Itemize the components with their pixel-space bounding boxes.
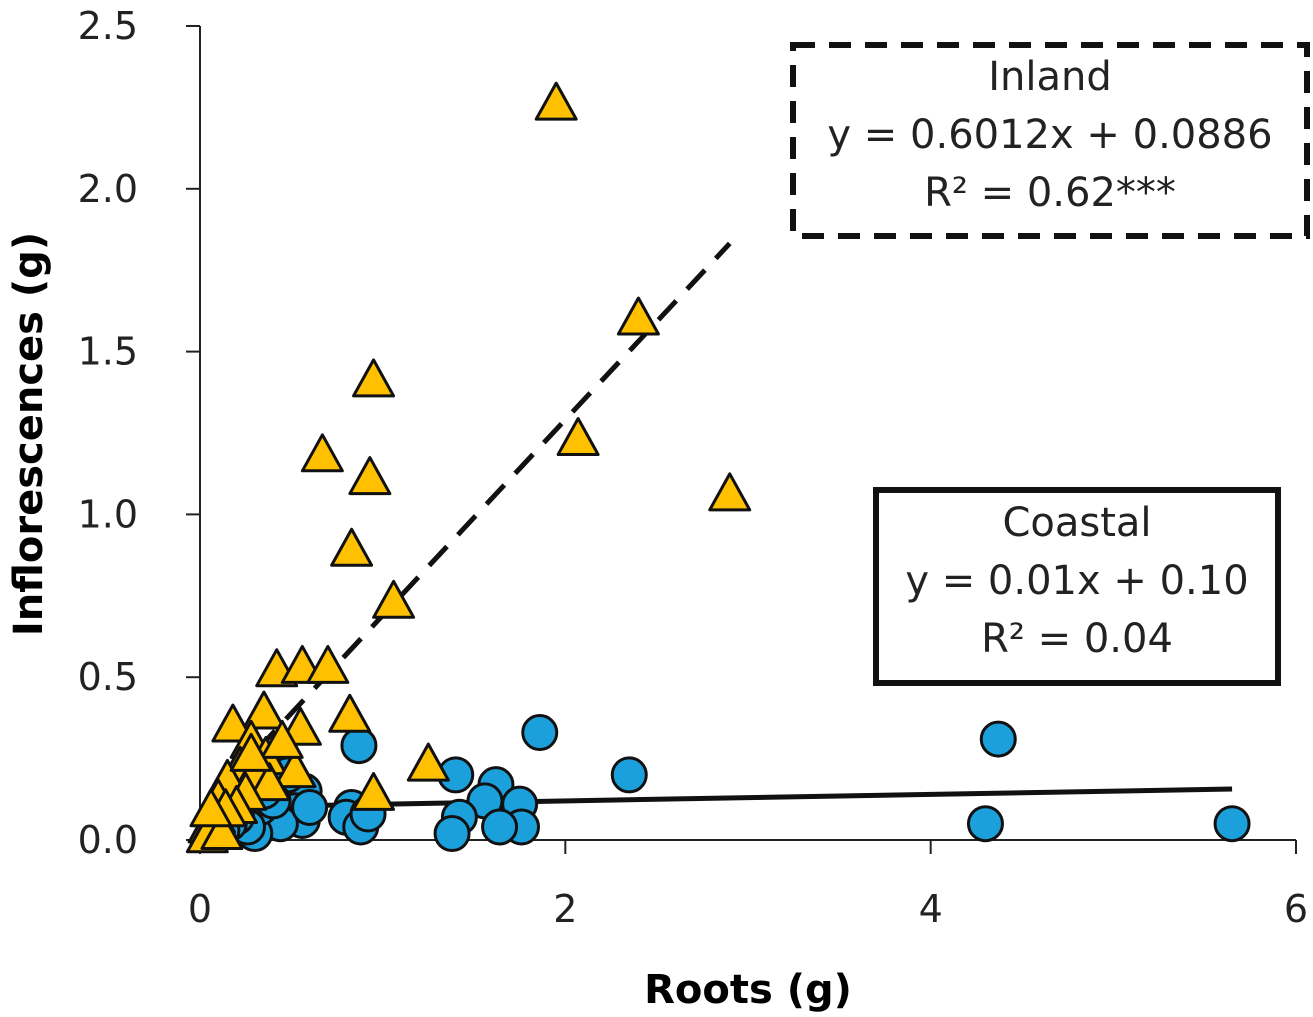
- inland-point: [242, 690, 286, 730]
- coastal-point: [291, 788, 329, 826]
- inland-equation-box: Inland y = 0.6012x + 0.0886 R² = 0.62***: [790, 42, 1310, 239]
- coastal-points: [199, 714, 1251, 852]
- x-ticks: 0 2 4 6: [188, 840, 1308, 931]
- inland-point: [372, 579, 416, 619]
- coastal-box-equation: y = 0.01x + 0.10: [905, 558, 1248, 604]
- inland-points: [185, 81, 752, 854]
- y-axis-title: Inflorescences (g): [6, 232, 52, 636]
- coastal-point: [1213, 805, 1251, 843]
- coastal-point: [521, 714, 559, 752]
- x-tick-label: 4: [919, 887, 943, 931]
- coastal-equation-box: Coastal y = 0.01x + 0.10 R² = 0.04: [873, 487, 1281, 686]
- inland-point: [260, 719, 304, 759]
- coastal-box-border: [873, 487, 1281, 686]
- coastal-point: [979, 720, 1017, 758]
- coastal-point: [481, 808, 519, 846]
- inland-point: [352, 771, 396, 811]
- inland-box-border: [790, 42, 1310, 239]
- inland-point: [273, 749, 317, 789]
- inland-point: [352, 358, 396, 398]
- x-tick-label: 2: [553, 887, 577, 931]
- coastal-point: [610, 756, 648, 794]
- inland-point: [211, 703, 255, 743]
- inland-point: [328, 693, 372, 733]
- x-tick-label: 0: [188, 887, 212, 931]
- inland-point: [330, 527, 374, 567]
- inland-box-equation: y = 0.6012x + 0.0886: [827, 112, 1272, 158]
- y-tick-label: 1.0: [78, 492, 138, 536]
- inland-point: [189, 788, 233, 828]
- inland-point: [306, 644, 350, 684]
- x-axis-title: Roots (g): [644, 967, 852, 1013]
- inland-point: [348, 456, 392, 496]
- y-tick-label: 2.5: [78, 4, 138, 48]
- inland-point: [300, 433, 344, 473]
- coastal-box-r2: R² = 0.04: [981, 616, 1173, 662]
- coastal-box-title: Coastal: [1002, 500, 1151, 546]
- inland-point: [200, 810, 244, 850]
- y-tick-label: 1.5: [78, 330, 138, 374]
- inland-trendline: [198, 241, 732, 813]
- y-tick-label: 0.5: [78, 655, 138, 699]
- x-tick-label: 6: [1284, 887, 1308, 931]
- y-tick-label: 2.0: [78, 167, 138, 211]
- coastal-point: [340, 727, 378, 765]
- coastal-point: [433, 814, 471, 852]
- inland-point: [556, 417, 600, 457]
- inland-point: [616, 296, 660, 336]
- inland-point: [406, 742, 450, 782]
- inland-point: [534, 81, 578, 121]
- inland-point: [708, 472, 752, 512]
- inland-box-r2: R² = 0.62***: [924, 170, 1176, 216]
- y-tick-label: 0.0: [78, 818, 138, 862]
- inland-point: [247, 762, 291, 802]
- y-ticks: 0.0 0.5 1.0 1.5 2.0 2.5: [78, 4, 200, 862]
- coastal-point: [966, 805, 1004, 843]
- inland-box-title: Inland: [988, 54, 1112, 100]
- inland-point: [229, 732, 273, 772]
- axes: [199, 26, 1296, 841]
